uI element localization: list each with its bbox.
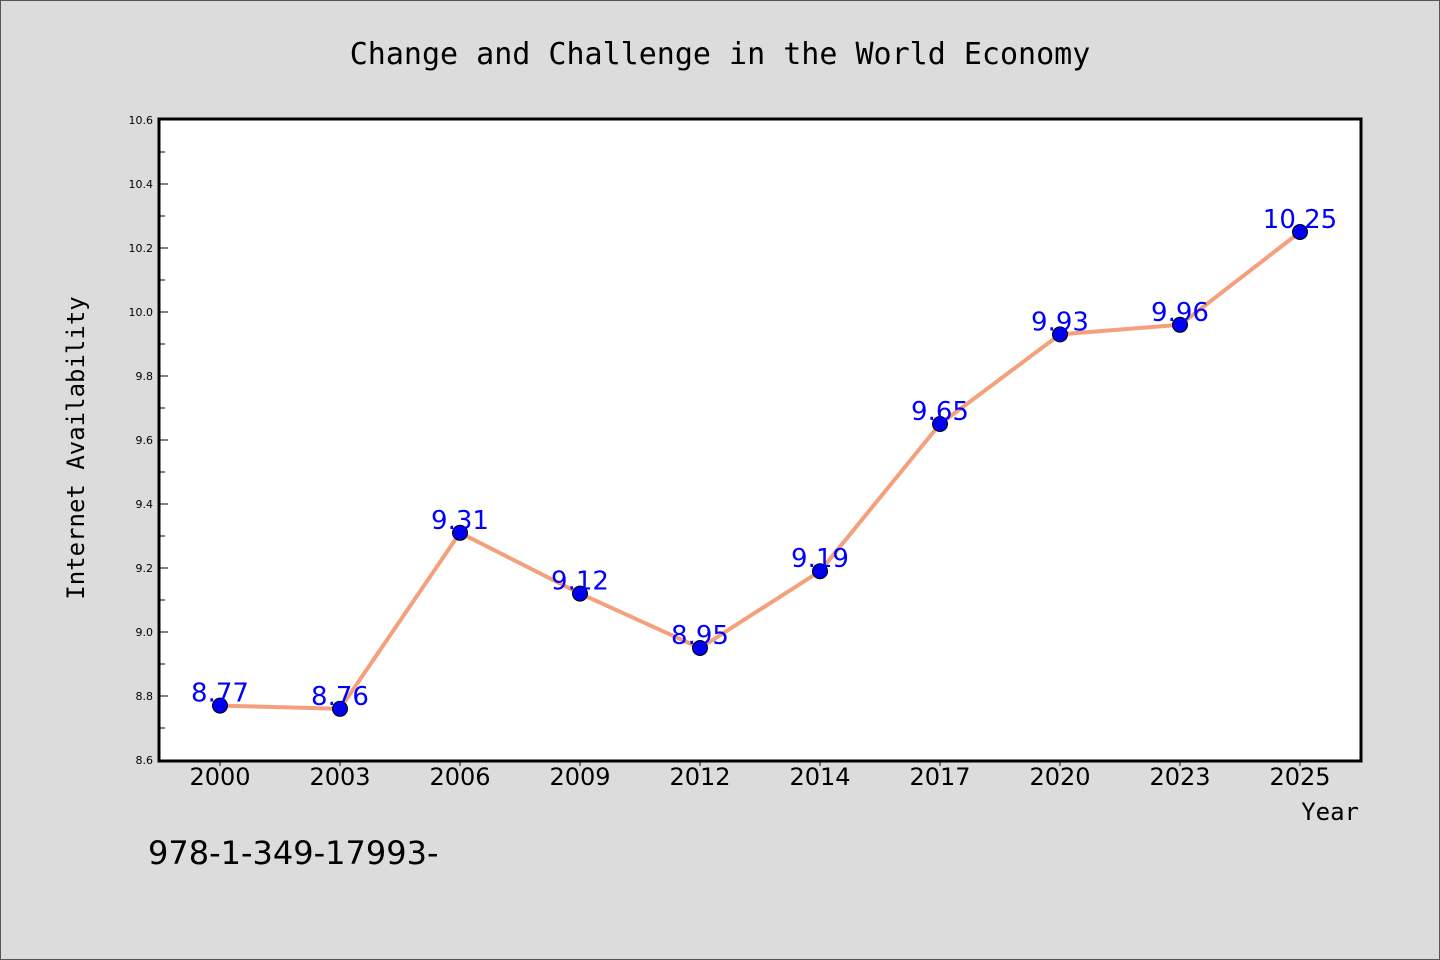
y-tick-label: 8.6 (136, 754, 154, 767)
x-tick-label: 2014 (789, 763, 850, 791)
data-point (1052, 326, 1068, 343)
data-label: 9.65 (911, 397, 969, 427)
data-label: 9.96 (1151, 298, 1209, 328)
data-point (932, 416, 948, 432)
chart-title: Change and Challenge in the World Econom… (350, 37, 1091, 72)
y-tick-label: 10.6 (129, 114, 154, 127)
y-tick-label: 9.6 (136, 434, 154, 447)
y-tick-label: 9.4 (136, 498, 154, 511)
y-tick-label: 9.0 (136, 626, 154, 639)
data-label: 9.19 (791, 544, 849, 574)
y-tick-label: 10.2 (129, 242, 154, 255)
series-line-group (219, 230, 1302, 711)
x-axis: 2000 2003 2006 2009 2012 2014 2017 2020 2023 2025 (189, 760, 1331, 791)
x-axis-label: Year (1301, 798, 1359, 826)
x-tick-label: 2023 (1149, 763, 1210, 791)
data-label: 9.31 (431, 506, 489, 536)
data-label: 8.95 (671, 621, 729, 651)
data-point (1172, 316, 1188, 333)
data-markers (212, 224, 1308, 717)
y-axis: 8.6 8.8 9.0 9.2 9.4 9.6 9.8 10.0 10.2 10.4 10.6 (129, 114, 168, 767)
data-point (1292, 224, 1308, 240)
y-tick-label: 8.8 (136, 690, 154, 703)
y-tick-label: 9.2 (136, 562, 154, 575)
series-line (219, 230, 1302, 711)
data-label: 9.12 (551, 567, 609, 597)
y-tick-label: 10.4 (129, 178, 154, 191)
data-point (812, 563, 828, 580)
plot-area (157, 117, 1363, 763)
x-tick-label: 2000 (189, 763, 250, 791)
y-axis-label: Internet Availability (62, 296, 90, 599)
data-labels: 8.77 8.76 9.31 9.12 8.95 9.19 9.65 9.93 9.96 10.2… (191, 205, 1337, 712)
data-label: 9.93 (1031, 307, 1089, 337)
x-tick-label: 2017 (909, 763, 970, 791)
x-tick-label: 2006 (429, 763, 490, 791)
data-point (452, 524, 468, 541)
data-label: 8.76 (311, 682, 369, 712)
footnote: 978-1-349-17993- (148, 834, 439, 872)
data-point (572, 585, 588, 602)
x-tick-label: 2009 (549, 763, 610, 791)
data-point (212, 697, 228, 714)
y-tick-label: 10.0 (129, 306, 154, 319)
data-label: 10.25 (1263, 205, 1337, 235)
y-tick-label: 9.8 (136, 370, 154, 383)
x-tick-label: 2012 (669, 763, 730, 791)
data-point (332, 700, 348, 717)
data-point (692, 640, 708, 656)
x-tick-label: 2003 (309, 763, 370, 791)
x-tick-label: 2025 (1269, 763, 1330, 791)
x-tick-label: 2020 (1029, 763, 1090, 791)
data-label: 8.77 (191, 679, 249, 709)
